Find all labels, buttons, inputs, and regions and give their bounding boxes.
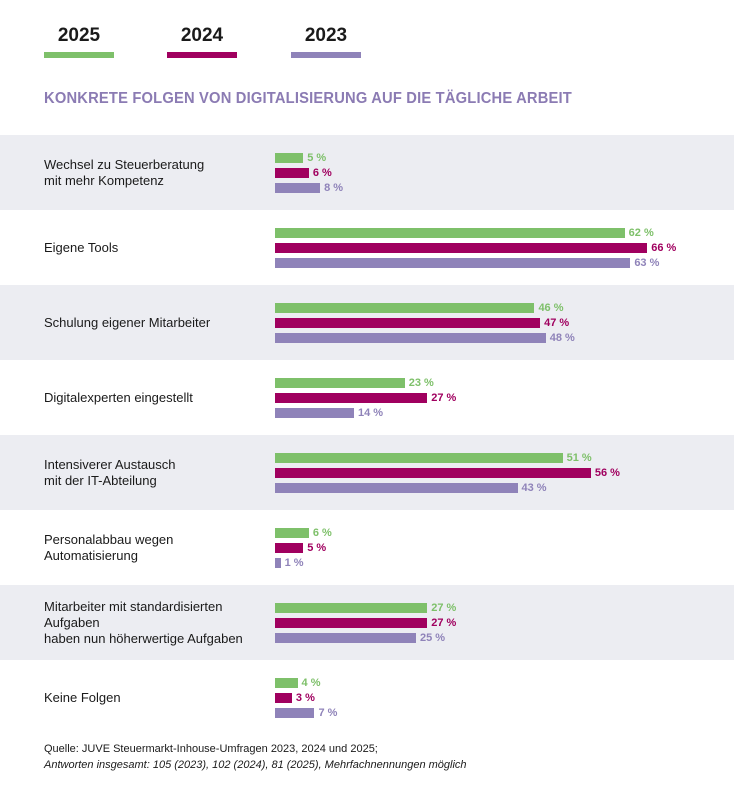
category-row: Eigene Tools 62 % 66 % 63 % (0, 210, 734, 285)
bar-2025 (275, 228, 625, 238)
category-row: Personalabbau wegen Automatisierung 6 % 5 … (0, 510, 734, 585)
value-label-2024: 5 % (307, 542, 327, 554)
category-label: Digitalexperten eingestellt (44, 389, 193, 405)
category-row: Schulung eigener Mitarbeiter 46 % 47 % 48 % (0, 285, 734, 360)
value-label-2024: 3 % (295, 692, 315, 704)
category-label: Schulung eigener Mitarbeiter (44, 314, 211, 330)
chart-title: KONKRETE FOLGEN VON DIGITALISIERUNG AUF … (44, 90, 572, 107)
category-row: Mitarbeiter mit standardisierten Aufgabe… (0, 585, 734, 660)
value-label-2023: 14 % (357, 407, 384, 419)
category-label: Mitarbeiter mit standardisierten Aufgabe… (44, 598, 243, 646)
value-label-2023: 63 % (634, 257, 660, 269)
value-label-2025: 51 % (566, 452, 592, 464)
bar-2024 (275, 318, 541, 328)
category-label: Wechsel zu Steuerberatung mit mehr Kompe… (44, 156, 205, 188)
source-line: Quelle: JUVE Steuermarkt-Inhouse-Umfrage… (44, 743, 378, 755)
category-label: Eigene Tools (44, 239, 119, 255)
bar-2024 (275, 243, 648, 253)
legend-item-2025: 2025 (44, 24, 114, 58)
value-label-2024: 66 % (651, 242, 677, 254)
value-label-2024: 27 % (431, 617, 457, 629)
value-label-2025: 46 % (538, 302, 564, 314)
value-label-2023: 43 % (521, 482, 547, 494)
category-label: Intensiverer Austausch mit der IT-Abteil… (44, 456, 176, 488)
bar-2025 (275, 528, 309, 538)
bar-2023 (275, 558, 281, 568)
bar-2023 (275, 708, 315, 718)
bar-2023 (275, 408, 354, 418)
bar-2023 (275, 258, 631, 268)
legend-swatch-2025 (44, 52, 114, 58)
bar-2023 (275, 483, 518, 493)
bar-2024 (275, 468, 591, 478)
value-label-2023: 1 % (284, 557, 304, 569)
legend-swatch-2024 (167, 52, 237, 58)
category-label: Keine Folgen (44, 689, 121, 705)
value-label-2023: 7 % (318, 707, 338, 719)
value-label-2025: 27 % (431, 602, 457, 614)
value-label-2024: 6 % (312, 167, 332, 179)
value-label-2025: 23 % (408, 377, 434, 389)
bar-2023 (275, 183, 321, 193)
value-label-2025: 62 % (628, 227, 654, 239)
bar-2023 (275, 633, 416, 643)
bar-chart: Wechsel zu Steuerberatung mit mehr Kompe… (0, 135, 734, 735)
bar-2024 (275, 168, 309, 178)
category-row: Digitalexperten eingestellt 23 % 27 % 14 % (0, 360, 734, 435)
value-label-2024: 27 % (431, 392, 457, 404)
legend: 2025 2024 2023 (0, 24, 734, 64)
value-label-2025: 6 % (312, 527, 332, 539)
bar-2025 (275, 153, 304, 163)
responses-note: Antworten insgesamt: 105 (2023), 102 (20… (44, 759, 467, 771)
value-label-2023: 48 % (549, 332, 575, 344)
legend-label-2023: 2023 (304, 25, 348, 46)
bar-2024 (275, 393, 428, 403)
bar-2024 (275, 543, 304, 553)
bar-2025 (275, 678, 298, 688)
value-label-2023: 8 % (324, 182, 344, 194)
bar-2025 (275, 303, 535, 313)
bar-2024 (275, 618, 428, 628)
value-label-2024: 56 % (594, 467, 620, 479)
bar-2023 (275, 333, 546, 343)
value-label-2025: 4 % (301, 677, 321, 689)
bar-2024 (275, 693, 292, 703)
value-label-2025: 5 % (307, 152, 327, 164)
category-row: Keine Folgen 4 % 3 % 7 % (0, 660, 734, 735)
category-row: Wechsel zu Steuerberatung mit mehr Kompe… (0, 135, 734, 210)
value-label-2023: 25 % (420, 632, 446, 644)
bar-2025 (275, 603, 428, 613)
bar-2025 (275, 453, 563, 463)
legend-item-2023: 2023 (291, 24, 361, 58)
legend-item-2024: 2024 (167, 24, 237, 58)
category-row: Intensiverer Austausch mit der IT-Abteil… (0, 435, 734, 510)
source-note: Quelle: JUVE Steuermarkt-Inhouse-Umfrage… (44, 741, 467, 773)
legend-label-2025: 2025 (57, 25, 101, 46)
legend-swatch-2023 (291, 52, 361, 58)
category-label: Personalabbau wegen Automatisierung (44, 531, 174, 563)
legend-label-2024: 2024 (180, 25, 224, 46)
value-label-2024: 47 % (544, 317, 570, 329)
bar-2025 (275, 378, 405, 388)
